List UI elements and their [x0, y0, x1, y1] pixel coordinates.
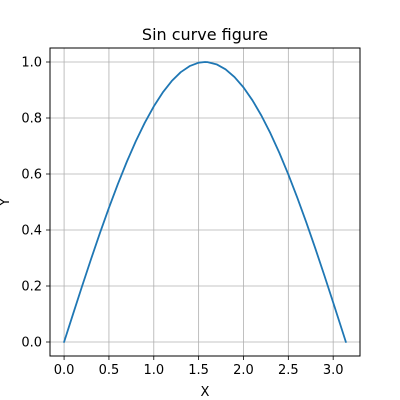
y-tick-label: 0.0 — [21, 336, 42, 351]
x-axis-label: X — [201, 385, 210, 400]
x-tick-label: 2.5 — [278, 363, 299, 378]
y-tick-label: 1.0 — [21, 56, 42, 71]
y-tick-label: 0.6 — [21, 168, 42, 183]
y-tick-label: 0.4 — [21, 224, 42, 239]
chart-title: Sin curve figure — [142, 25, 268, 44]
y-axis-label: Y — [0, 198, 13, 207]
y-tick-label: 0.8 — [21, 112, 42, 127]
x-tick-label: 0.5 — [99, 363, 120, 378]
x-tick-label: 3.0 — [323, 363, 344, 378]
x-tick-label: 2.0 — [233, 363, 254, 378]
x-tick-label: 1.5 — [188, 363, 209, 378]
y-tick-label: 0.2 — [21, 280, 42, 295]
x-tick-label: 0.0 — [54, 363, 75, 378]
x-tick-label: 1.0 — [143, 363, 164, 378]
